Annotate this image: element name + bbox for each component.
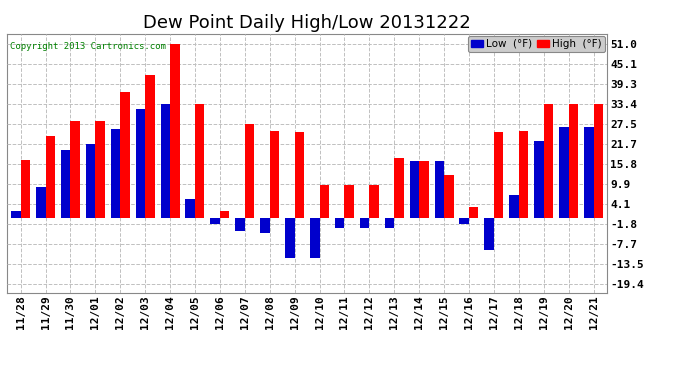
- Bar: [419, 161, 428, 218]
- Bar: [285, 217, 295, 258]
- Bar: [161, 104, 170, 218]
- Bar: [210, 217, 220, 224]
- Bar: [195, 104, 204, 218]
- Bar: [569, 104, 578, 218]
- Bar: [519, 131, 529, 218]
- Bar: [295, 132, 304, 218]
- Bar: [46, 136, 55, 218]
- Bar: [319, 185, 329, 218]
- Bar: [444, 175, 453, 217]
- Bar: [484, 217, 494, 250]
- Bar: [385, 217, 394, 228]
- Bar: [584, 128, 593, 218]
- Legend: Low  (°F), High  (°F): Low (°F), High (°F): [468, 36, 605, 52]
- Bar: [394, 158, 404, 218]
- Text: Copyright 2013 Cartronics.com: Copyright 2013 Cartronics.com: [10, 42, 166, 51]
- Bar: [410, 161, 419, 218]
- Bar: [335, 217, 344, 228]
- Bar: [21, 160, 30, 218]
- Bar: [435, 161, 444, 218]
- Bar: [11, 211, 21, 218]
- Bar: [534, 141, 544, 218]
- Bar: [86, 144, 95, 218]
- Bar: [270, 131, 279, 218]
- Bar: [170, 44, 179, 218]
- Bar: [136, 109, 145, 217]
- Bar: [593, 104, 603, 218]
- Bar: [220, 211, 229, 218]
- Bar: [494, 132, 503, 218]
- Bar: [120, 92, 130, 218]
- Bar: [95, 121, 105, 218]
- Title: Dew Point Daily High/Low 20131222: Dew Point Daily High/Low 20131222: [144, 14, 471, 32]
- Bar: [460, 217, 469, 224]
- Bar: [559, 128, 569, 218]
- Bar: [145, 75, 155, 217]
- Bar: [186, 199, 195, 217]
- Bar: [70, 121, 80, 218]
- Bar: [245, 124, 254, 218]
- Bar: [369, 185, 379, 218]
- Bar: [509, 195, 519, 217]
- Bar: [360, 217, 369, 228]
- Bar: [235, 217, 245, 231]
- Bar: [61, 150, 70, 217]
- Bar: [36, 187, 46, 218]
- Bar: [469, 207, 478, 218]
- Bar: [344, 185, 354, 218]
- Bar: [310, 217, 319, 258]
- Bar: [260, 217, 270, 233]
- Bar: [544, 104, 553, 218]
- Bar: [111, 129, 120, 218]
